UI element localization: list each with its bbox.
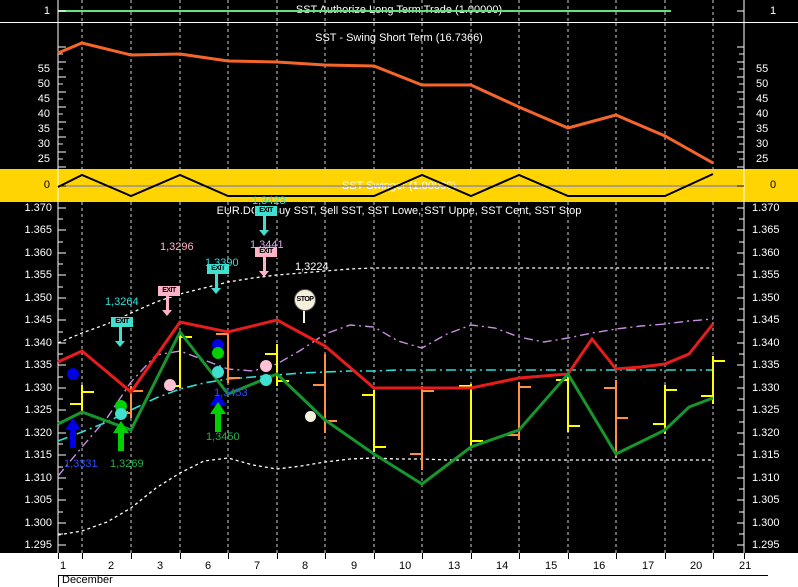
x-tick-label: 8	[302, 560, 309, 572]
swinger-axis-right-0: 0	[770, 179, 777, 191]
exit-pole	[119, 327, 122, 341]
x-axis-baseline	[58, 575, 768, 576]
exit-pole	[166, 296, 169, 310]
x-tick-label: 15	[545, 560, 558, 572]
exit-flag-label: EXIT	[206, 263, 230, 275]
divider-1	[0, 22, 798, 23]
price-annotation: 1,3423	[252, 195, 286, 207]
x-tick-label: 21	[739, 560, 752, 572]
exit-flag-label: EXIT	[254, 246, 278, 258]
exit-flag-label: EXIT	[254, 205, 278, 217]
exit-flag-label: EXIT	[157, 285, 181, 297]
price-annotation: 1,3331	[64, 458, 98, 470]
x-tick-label: 20	[690, 560, 703, 572]
buy-arrow[interactable]	[65, 418, 81, 448]
authorize-axis-left-1: 1	[43, 5, 50, 17]
exit-pole	[263, 216, 266, 230]
x-tick-label: 6	[205, 560, 212, 572]
arrow-stem	[70, 430, 76, 448]
x-tick-label: 10	[399, 560, 412, 572]
arrow-stem	[215, 414, 221, 432]
panel-price: EUR.DOL, Buy SST, Sell SST, SST Lowe, SS…	[0, 202, 798, 587]
signal-dot[interactable]	[305, 411, 316, 422]
x-tick-label: 14	[496, 560, 509, 572]
swinger-axis-left-0: 0	[43, 179, 50, 191]
exit-pole	[215, 274, 218, 288]
price-annotation: 1,3296	[160, 241, 194, 253]
x-axis: 1 2 3 6 7 8 9 10 13 14 15 16 17 20 21 De…	[0, 553, 798, 587]
signal-dot[interactable]	[212, 347, 224, 359]
buy-arrow[interactable]	[210, 402, 226, 432]
x-tick-label: 7	[254, 560, 261, 572]
signal-dot[interactable]	[260, 360, 272, 372]
exit-arrow	[115, 341, 125, 347]
arrow-head	[113, 421, 129, 433]
panel-swing: SST - Swing Short Term (16.7366)	[0, 23, 798, 195]
x-tick-label: 17	[642, 560, 655, 572]
price-annotation: 1,3390	[205, 257, 239, 269]
month-label: December	[62, 574, 113, 586]
price-annotation: 1,3441	[250, 239, 284, 251]
panel-authorize-plot	[57, 0, 745, 22]
x-tick-label: 13	[448, 560, 461, 572]
price-annotation: 1,3224	[295, 261, 329, 273]
exit-arrow	[211, 288, 221, 294]
price-annotation: 1,3264	[105, 296, 139, 308]
panel-swing-plot	[57, 23, 745, 169]
exit-arrow	[162, 310, 172, 316]
panel-price-title: EUR.DOL, Buy SST, Sell SST, SST Lowe, SS…	[216, 205, 582, 217]
exit-flag-label: EXIT	[110, 316, 134, 328]
buy-arrow[interactable]	[113, 421, 129, 451]
signal-dot[interactable]	[115, 408, 127, 420]
panel-swing-title: SST - Swing Short Term (16.7366)	[315, 32, 483, 44]
panel-swinger: SST Swinger (1.00000) 0 0	[0, 169, 798, 202]
signal-dot[interactable]	[212, 366, 224, 378]
exit-arrow	[259, 230, 269, 236]
exit-pole	[263, 257, 266, 271]
signal-dot[interactable]	[260, 374, 272, 386]
arrow-stem	[118, 433, 124, 451]
price-annotation: 1,3269	[110, 458, 144, 470]
panel-authorize: SST Authorize Long Term Trade (1.00000) …	[0, 0, 798, 22]
price-annotation: 1,3450	[206, 431, 240, 443]
exit-arrow	[259, 271, 269, 277]
x-tick-label: 2	[108, 560, 115, 572]
month-tick	[58, 575, 59, 587]
panel-swinger-plot	[57, 169, 745, 202]
authorize-axis-right-1: 1	[770, 5, 777, 17]
arrow-head	[65, 418, 81, 430]
x-tick-label: 1	[60, 560, 67, 572]
x-tick-label: 16	[593, 560, 606, 572]
x-tick-label: 3	[157, 560, 164, 572]
arrow-head	[210, 402, 226, 414]
x-tick-label: 9	[351, 560, 358, 572]
stop-pole	[303, 307, 305, 323]
price-annotation: 1,3453	[214, 387, 248, 399]
panel-price-plot	[57, 202, 745, 587]
signal-dot[interactable]	[164, 379, 176, 391]
signal-dot[interactable]	[67, 368, 79, 380]
stop-sign-label: STOP	[294, 289, 316, 311]
